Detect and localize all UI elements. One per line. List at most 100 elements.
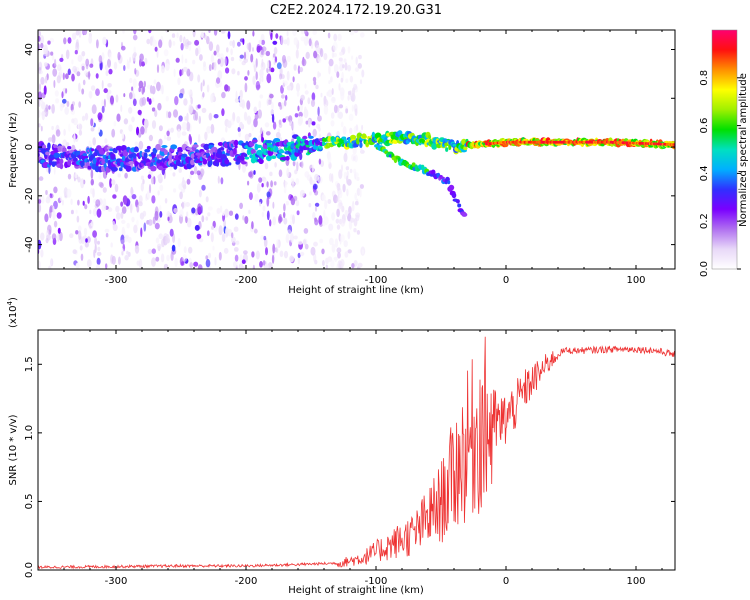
spectrogram-cell xyxy=(208,41,214,52)
spectrogram-cell xyxy=(347,46,351,54)
spectrogram-cell xyxy=(168,39,172,48)
spectrogram-cell xyxy=(327,32,331,39)
spectrogram-cell xyxy=(38,176,44,181)
spectrogram-cell xyxy=(253,118,258,128)
spectrogram-cell xyxy=(172,172,176,177)
spectrogram-cell xyxy=(38,100,41,107)
spectrogram-cell xyxy=(353,83,358,91)
spectrogram-cell xyxy=(244,76,248,81)
spectrogram-cell xyxy=(189,174,192,179)
spectrogram-cell xyxy=(272,40,278,45)
spectrogram-cell xyxy=(40,125,43,132)
spectrogram-cell xyxy=(304,90,309,95)
spectrogram-cell xyxy=(101,80,104,89)
spectrogram-cell xyxy=(107,83,112,88)
spectrogram-cell xyxy=(43,44,48,55)
spectrogram-cell xyxy=(49,206,53,213)
spectrogram-cell xyxy=(138,258,143,269)
spectrogram-cell xyxy=(123,93,126,98)
spectrogram-cell xyxy=(90,118,94,127)
spectrogram-cell xyxy=(318,127,321,132)
spectrogram-cell xyxy=(315,44,320,54)
spectrogram-cell xyxy=(138,87,141,93)
spectrogram-cell xyxy=(158,138,163,146)
spectrogram-cell xyxy=(198,115,201,124)
spectrogram-cell xyxy=(51,104,55,114)
spectrogram-cell xyxy=(241,161,247,165)
spectrogram-cell xyxy=(339,51,343,56)
spectrogram-cell xyxy=(84,204,88,210)
spectrogram-cell xyxy=(217,58,221,65)
spectrogram-cell xyxy=(70,109,76,115)
spectrogram-cell xyxy=(117,51,121,61)
spectrogram-cell xyxy=(102,187,107,193)
spectrogram-marks xyxy=(38,30,675,269)
spectrogram-cell xyxy=(421,139,426,144)
spectrogram-cell xyxy=(182,66,188,72)
spectrogram-cell xyxy=(156,243,162,250)
spectrogram-cell xyxy=(209,160,213,166)
spectrogram-cell xyxy=(315,84,319,90)
spectrogram-cell xyxy=(78,230,82,241)
spectrogram-cell xyxy=(350,217,355,223)
spectrogram-cell xyxy=(156,81,161,92)
spectrogram-cell xyxy=(151,177,155,185)
spectrogram-cell xyxy=(224,208,229,218)
spectrogram-cell xyxy=(89,63,94,68)
spectrogram-cell xyxy=(303,239,307,246)
spectrogram-cell xyxy=(282,79,286,89)
spectrogram-cell xyxy=(167,111,172,119)
spectrogram-cell xyxy=(266,73,272,84)
spectrogram-cell xyxy=(286,229,292,238)
spectrogram-cell xyxy=(266,181,269,188)
spectrogram-cell xyxy=(59,163,64,170)
spectrogram-cell xyxy=(199,54,203,61)
spectrogram-cell xyxy=(132,98,137,107)
spectrogram-cell xyxy=(154,46,158,52)
spectrogram-cell xyxy=(98,181,104,187)
spectrogram-cell xyxy=(136,126,140,136)
spectrogram-cell xyxy=(266,197,270,207)
spectrogram-cell xyxy=(136,260,140,266)
spectrogram-cell xyxy=(77,176,81,183)
spectrogram-cell xyxy=(134,245,140,254)
spectrogram-cell xyxy=(188,246,193,254)
spectrogram-cell xyxy=(197,104,201,109)
spectrogram-cell xyxy=(110,156,116,160)
spectrogram-cell xyxy=(38,123,41,128)
spectrogram-cell xyxy=(75,262,80,269)
spectrogram-cell xyxy=(173,188,177,193)
spectrogram-cell xyxy=(326,91,329,97)
spectrogram-cell xyxy=(354,201,359,206)
spectrogram-cell xyxy=(181,261,185,266)
spectrogram-cell xyxy=(155,256,160,262)
spectrogram-cell xyxy=(96,39,99,49)
spectrogram-cell xyxy=(141,85,145,95)
spectrogram-cell xyxy=(81,88,85,95)
spectrogram-cell xyxy=(323,209,326,219)
spectrogram-cell xyxy=(321,248,325,255)
spectrogram-cell xyxy=(292,76,295,83)
spectrogram-cell xyxy=(234,97,239,103)
spectrogram-cell xyxy=(348,113,354,121)
spectrogram-cell xyxy=(347,95,350,101)
spectrogram-cell xyxy=(265,50,271,57)
spectrogram-cell xyxy=(297,65,301,75)
spectrogram-cell xyxy=(297,252,301,259)
spectrogram-cell xyxy=(359,142,363,149)
spectrogram-cell xyxy=(296,161,299,172)
spectrogram-cell xyxy=(304,83,307,89)
spectrogram-cell xyxy=(333,33,338,42)
spectrogram-cell xyxy=(72,249,77,255)
spectrogram-cell xyxy=(133,224,138,234)
snr-x-label: Height of straight line (km) xyxy=(288,585,424,596)
spectrogram-cell xyxy=(197,74,201,83)
spectrogram-cell xyxy=(151,120,157,129)
spectrogram-cell xyxy=(283,250,289,259)
spectrogram-cell xyxy=(241,259,246,265)
spectrogram-cell xyxy=(248,132,252,138)
spectrogram-cell xyxy=(128,160,136,165)
spectrogram-cell xyxy=(275,131,281,139)
spectrogram-cell xyxy=(272,201,275,209)
spectrogram-x-ticks: -300 -200 -100 0 100 xyxy=(37,30,663,286)
